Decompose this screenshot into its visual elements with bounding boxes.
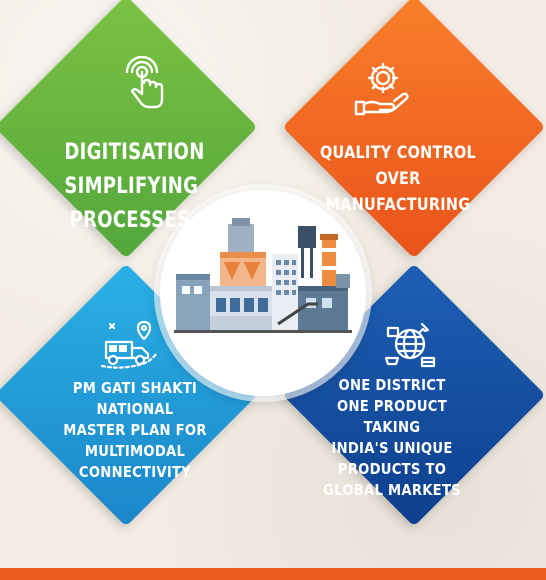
delivery-truck-icon <box>100 320 158 369</box>
bottom-accent-bar <box>0 568 546 580</box>
label-line: PROCESSES <box>69 208 191 233</box>
label-line: QUALITY CONTROL <box>320 143 476 163</box>
label-line: ONE DISTRICT <box>338 376 446 394</box>
factory-icon <box>174 218 352 333</box>
gear-hand-icon <box>354 62 409 116</box>
label-line: ONE PRODUCT TAKING <box>337 397 447 436</box>
label-line: MASTER PLAN FOR <box>63 421 207 439</box>
digitisation-label: DIGITISATION SIMPLIFYING PROCESSES <box>64 136 204 238</box>
label-line: NATIONAL <box>96 400 174 418</box>
label-line: MULTIMODAL <box>84 442 186 460</box>
label-line: CONNECTIVITY <box>78 463 192 481</box>
label-line: GLOBAL MARKETS <box>323 481 461 499</box>
label-line: DIGITISATION <box>64 140 205 165</box>
label-line: INDIA'S UNIQUE <box>331 439 453 457</box>
touch-icon <box>125 56 164 109</box>
label-line: OVER MANUFACTURING <box>325 169 471 215</box>
odop-label: ONE DISTRICT ONE PRODUCT TAKING INDIA'S … <box>307 375 477 501</box>
globe-trade-icon <box>384 322 436 368</box>
label-line: PRODUCTS TO <box>337 460 447 478</box>
gati-shakti-label: PM GATI SHAKTI NATIONAL MASTER PLAN FOR … <box>54 378 216 483</box>
label-line: SIMPLIFYING <box>64 174 199 199</box>
quality-control-label: QUALITY CONTROL OVER MANUFACTURING <box>313 140 483 218</box>
label-line: PM GATI SHAKTI <box>72 379 198 397</box>
